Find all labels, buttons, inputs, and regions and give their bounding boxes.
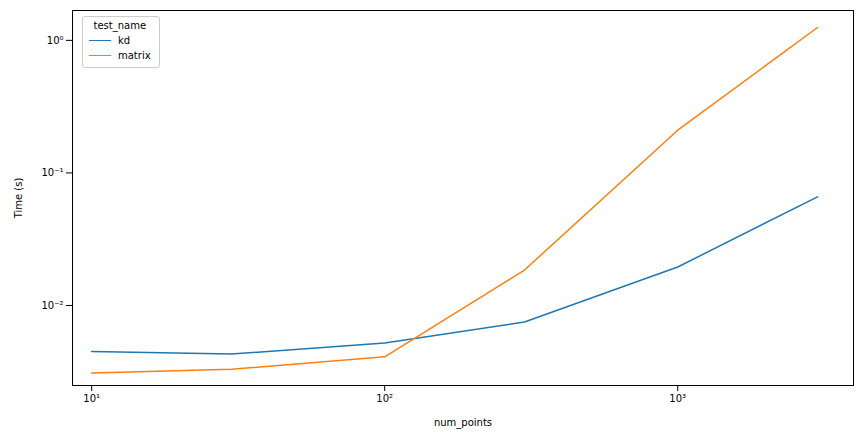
svg-text:10²: 10² <box>376 393 393 404</box>
svg-text:10⁻¹: 10⁻¹ <box>41 167 63 178</box>
svg-text:10¹: 10¹ <box>83 393 100 404</box>
svg-text:10⁻²: 10⁻² <box>41 300 63 311</box>
svg-text:Time (s): Time (s) <box>13 178 24 220</box>
svg-text:num_points: num_points <box>434 417 492 429</box>
svg-text:10⁰: 10⁰ <box>47 35 64 46</box>
html-text:matrix: matrix <box>118 50 151 61</box>
svg-text:10³: 10³ <box>669 393 686 404</box>
html-text:kd: kd <box>118 35 131 46</box>
html-text:test_name: test_name <box>93 20 147 31</box>
